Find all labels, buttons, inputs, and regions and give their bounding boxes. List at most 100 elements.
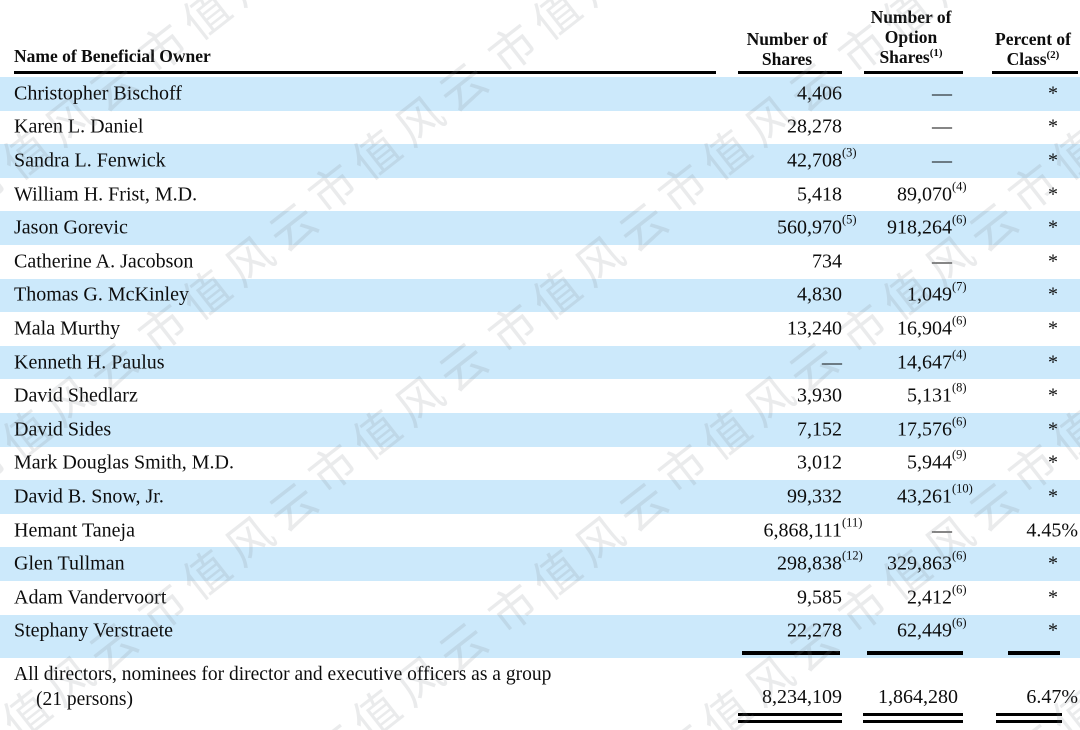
grand-total-rule-percent	[996, 713, 1062, 723]
option-shares-value: —	[932, 82, 952, 105]
column-header-percent-of-class: Percent of Class(2)	[986, 29, 1080, 69]
group-total-option-shares: 1,864,280	[878, 686, 958, 708]
owner-name: Adam Vandervoort	[14, 586, 167, 609]
option-shares-value: 329,863 (6)	[887, 548, 967, 575]
shares-value: 560,970 (5)	[777, 212, 857, 239]
option-shares-value: 43,261 (10)	[897, 481, 973, 508]
owner-name: Sandra L. Fenwick	[14, 149, 166, 172]
shares-value: 298,838 (12)	[777, 548, 863, 575]
owner-name: Karen L. Daniel	[14, 115, 144, 138]
table-row: Adam Vandervoort 9,585 2,412 (6) *	[0, 581, 1080, 615]
owner-name: Hemant Taneja	[14, 519, 135, 542]
table-row: Stephany Verstraete 22,278 62,449 (6) *	[0, 614, 1080, 649]
grand-total-rule-option	[863, 713, 963, 723]
subtotal-rule-percent	[1008, 651, 1060, 655]
percent-of-class-value: 4.45%	[1026, 519, 1078, 542]
table-row: William H. Frist, M.D. 5,418 89,070 (4) *	[0, 178, 1080, 212]
option-shares-value: 17,576 (6)	[897, 414, 967, 441]
shares-value: 42,708 (3)	[787, 145, 857, 172]
footnote-ref-1: (1)	[929, 47, 943, 60]
shares-value: 3,930	[797, 384, 842, 407]
option-shares-value: —	[932, 115, 952, 138]
shares-value: —	[822, 351, 842, 374]
percent-of-class-value: *	[1048, 216, 1058, 239]
option-shares-value: 14,647 (4)	[897, 347, 967, 374]
table-row: Glen Tullman 298,838 (12) 329,863 (6) *	[0, 547, 1080, 581]
option-shares-value: —	[932, 250, 952, 273]
table-row: Kenneth H. Paulus — 14,647 (4) *	[0, 345, 1080, 380]
shares-value: 5,418	[797, 183, 842, 206]
column-header-option-shares: Number of Option Shares(1)	[856, 7, 966, 67]
table-row: David B. Snow, Jr. 99,332 43,261 (10) *	[0, 480, 1080, 514]
owner-name: David Shedlarz	[14, 384, 138, 407]
owner-name: Catherine A. Jacobson	[14, 250, 194, 273]
owner-name: William H. Frist, M.D.	[14, 183, 198, 206]
shares-value: 99,332	[787, 485, 842, 508]
column-header-shares-line2: Shares	[761, 49, 813, 69]
column-header-class-word: Class	[1006, 49, 1047, 69]
option-shares-value: 5,944 (9)	[907, 447, 967, 474]
owner-name: Kenneth H. Paulus	[14, 351, 165, 374]
owner-name: Thomas G. McKinley	[14, 283, 189, 306]
percent-of-class-value: *	[1048, 317, 1058, 340]
owner-name: Jason Gorevic	[14, 216, 128, 239]
grand-total-rule-shares	[738, 713, 842, 723]
option-shares-value: 918,264 (6)	[887, 212, 967, 239]
shares-value: 6,868,111 (11)	[763, 515, 863, 542]
percent-of-class-value: *	[1048, 183, 1058, 206]
shares-value: 7,152	[797, 418, 842, 441]
owner-name: Stephany Verstraete	[14, 619, 174, 642]
table-row: David Sides 7,152 17,576 (6) *	[0, 412, 1080, 447]
table-row: Jason Gorevic 560,970 (5) 918,264 (6) *	[0, 211, 1080, 245]
percent-of-class-value: *	[1048, 485, 1058, 508]
option-shares-value: —	[932, 149, 952, 172]
owner-name: Christopher Bischoff	[14, 82, 182, 105]
column-header-percent-line2: Class(2)	[986, 49, 1080, 69]
column-header-option-line3: Shares(1)	[856, 47, 966, 67]
column-header-option-shares-word: Shares	[879, 47, 930, 67]
shares-value: 22,278	[787, 619, 842, 642]
owner-name: David B. Snow, Jr.	[14, 485, 164, 508]
shares-value: 13,240	[787, 317, 842, 340]
column-header-option-line1: Number of	[870, 7, 952, 27]
percent-of-class-value: *	[1048, 351, 1058, 374]
header-divider-percent	[992, 71, 1078, 74]
group-total-label-line1: All directors, nominees for director and…	[14, 664, 552, 685]
table-row: Sandra L. Fenwick 42,708 (3) — *	[0, 144, 1080, 178]
table-row: Hemant Taneja 6,868,111 (11) — 4.45%	[0, 514, 1080, 548]
percent-of-class-value: *	[1048, 115, 1058, 138]
group-total-label: All directors, nominees for director and…	[14, 662, 551, 712]
table-row: Mala Murthy 13,240 16,904 (6) *	[0, 312, 1080, 346]
shares-value: 28,278	[787, 115, 842, 138]
owner-name: David Sides	[14, 418, 112, 441]
header-divider-option	[864, 71, 963, 74]
option-shares-value: 5,131 (8)	[907, 380, 967, 407]
percent-of-class-value: *	[1048, 149, 1058, 172]
column-header-shares-line1: Number of	[746, 29, 828, 49]
column-header-shares: Number of Shares	[731, 29, 843, 69]
column-header-option-line2: Option	[884, 27, 938, 47]
header-divider-name	[14, 71, 716, 74]
percent-of-class-value: *	[1048, 451, 1058, 474]
percent-of-class-value: *	[1048, 552, 1058, 575]
table-row: Thomas G. McKinley 4,830 1,049 (7) *	[0, 278, 1080, 313]
shares-value: 4,406	[797, 82, 842, 105]
table-row: Catherine A. Jacobson 734 — *	[0, 245, 1080, 279]
shares-value: 3,012	[797, 451, 842, 474]
table-row: Mark Douglas Smith, M.D. 3,012 5,944 (9) *	[0, 447, 1080, 481]
header-divider-shares	[738, 71, 842, 74]
percent-of-class-value: *	[1048, 619, 1058, 642]
percent-of-class-value: *	[1048, 82, 1058, 105]
percent-of-class-value: *	[1048, 586, 1058, 609]
subtotal-rule-shares	[742, 651, 840, 655]
shares-value: 734	[812, 250, 842, 273]
percent-of-class-value: *	[1048, 250, 1058, 273]
group-total-percent: 6.47%	[1026, 686, 1078, 708]
subtotal-rule-option	[867, 651, 963, 655]
footnote-ref-2: (2)	[1046, 49, 1060, 62]
shares-value: 9,585	[797, 586, 842, 609]
owner-name: Glen Tullman	[14, 552, 125, 575]
shares-value: 4,830	[797, 283, 842, 306]
option-shares-value: —	[932, 519, 952, 542]
